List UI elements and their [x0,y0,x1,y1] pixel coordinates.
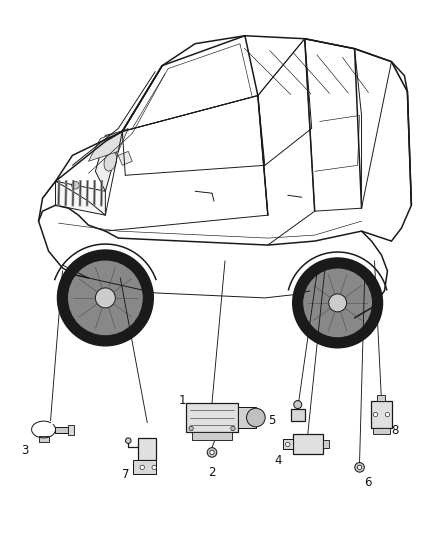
Text: 4: 4 [274,454,282,467]
Bar [293,434,323,455]
Circle shape [328,294,346,312]
Text: 2: 2 [208,466,216,479]
Bar [378,394,385,401]
Polygon shape [88,128,128,161]
Circle shape [293,258,382,348]
Circle shape [247,408,265,427]
Bar [238,407,256,429]
Ellipse shape [104,151,117,171]
Bar [186,402,238,432]
Circle shape [357,465,362,470]
Bar [283,439,293,449]
Circle shape [152,465,156,470]
Circle shape [385,413,390,417]
Text: 7: 7 [122,468,129,481]
Text: 6: 6 [364,476,371,489]
Text: 3: 3 [21,444,28,457]
Bar [372,429,390,434]
Bar [68,425,74,435]
Circle shape [355,463,364,472]
Bar [291,409,305,421]
Bar [39,437,49,442]
Circle shape [286,442,290,447]
Circle shape [189,426,193,431]
Text: 1: 1 [178,394,186,407]
Circle shape [373,413,378,417]
Circle shape [294,401,302,409]
Polygon shape [95,132,122,191]
Bar [323,440,328,448]
Polygon shape [118,151,132,165]
Circle shape [207,448,217,457]
Bar [192,432,232,440]
Bar [54,427,68,433]
Text: 8: 8 [391,424,398,437]
Circle shape [95,288,115,308]
Circle shape [67,260,143,336]
Text: 5: 5 [268,414,276,427]
Circle shape [126,438,131,443]
Circle shape [231,426,235,431]
Circle shape [140,465,145,470]
Polygon shape [56,181,106,215]
Circle shape [57,250,153,346]
Bar [371,401,392,429]
Bar [133,461,156,474]
Circle shape [72,181,79,189]
Circle shape [303,268,372,338]
Bar [138,439,156,461]
Circle shape [210,450,214,455]
